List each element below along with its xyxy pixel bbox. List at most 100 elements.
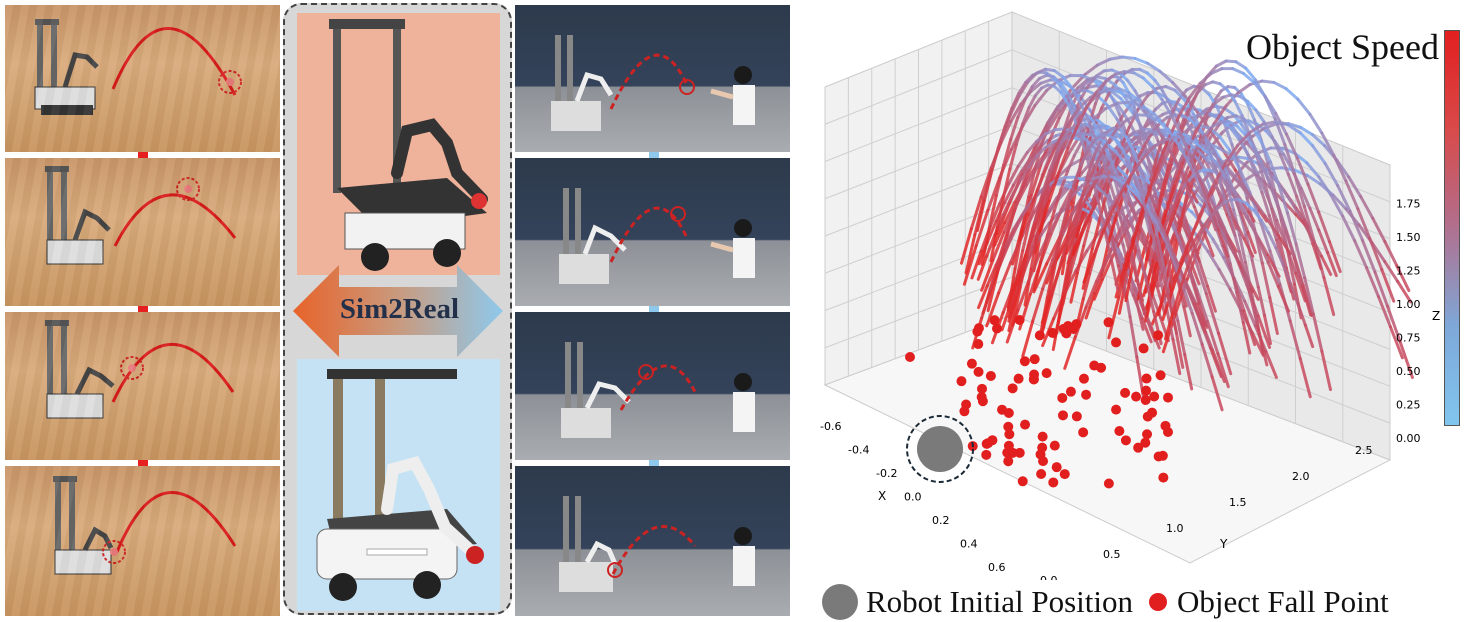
- trajectory-segment: [1082, 165, 1097, 195]
- fall-point: [905, 352, 915, 362]
- trajectory-segment: [962, 244, 978, 286]
- trajectory-segment: [1214, 59, 1228, 68]
- trajectory-segment: [1202, 124, 1214, 138]
- z-tick-label: 0.25: [1396, 399, 1421, 412]
- trajectory-segment: [1009, 115, 1020, 141]
- fall-point: [1089, 360, 1100, 371]
- trajectory-segment: [1086, 138, 1097, 152]
- trajectory-segment: [1051, 147, 1065, 174]
- trajectory-segment: [1225, 233, 1241, 265]
- trajectory-segment: [1003, 200, 1017, 225]
- trajectory-segment: [1157, 149, 1171, 172]
- trajectory-segment: [1198, 177, 1211, 206]
- trajectory-segment: [1034, 132, 1048, 144]
- trajectory-segment: [1286, 172, 1299, 198]
- trajectory-segment: [1205, 319, 1220, 356]
- trajectory-segment: [1026, 155, 1039, 170]
- plot-floor-pane: [823, 314, 1392, 564]
- trajectory-segment: [1371, 216, 1387, 243]
- trajectory-segment: [1274, 246, 1285, 267]
- trajectory-segment: [1182, 305, 1192, 338]
- trajectory-segment: [1160, 97, 1173, 117]
- trajectory-segment: [1146, 113, 1161, 123]
- trajectory-segment: [1113, 184, 1127, 208]
- fall-point: [1155, 370, 1166, 381]
- trajectory-segment: [1115, 165, 1131, 181]
- trajectory-segment: [1306, 182, 1321, 214]
- trajectory-segment: [1188, 153, 1202, 181]
- trajectory-segment: [1010, 179, 1022, 199]
- trajectory-segment: [1029, 164, 1043, 197]
- fall-point: [1140, 395, 1151, 406]
- fall-point: [1158, 472, 1169, 483]
- trajectory-segment: [1284, 229, 1296, 260]
- trajectory-segment: [1216, 331, 1233, 376]
- trajectory-segment: [1014, 122, 1025, 147]
- trajectory-segment: [1040, 168, 1052, 196]
- trajectory-segment: [1159, 223, 1174, 252]
- trajectory-segment: [1256, 237, 1270, 264]
- trajectory-segment: [1043, 140, 1055, 150]
- trajectory-segment: [1016, 98, 1027, 119]
- trajectory-segment: [1109, 232, 1120, 268]
- trajectory-segment: [1298, 131, 1315, 148]
- trajectory-segment: [1238, 94, 1250, 103]
- legend-robot-label: Robot Initial Position: [866, 584, 1133, 619]
- trajectory-segment: [1180, 282, 1194, 315]
- trajectory-segment: [1080, 210, 1093, 235]
- trajectory-segment: [1233, 219, 1246, 240]
- trajectory-segment: [1311, 133, 1327, 148]
- trajectory-segment: [1217, 146, 1234, 157]
- trajectory-segment: [1396, 279, 1413, 304]
- trajectory-segment: [1305, 173, 1322, 186]
- trajectory-segment: [1123, 167, 1137, 188]
- trajectory-segment: [1130, 146, 1141, 167]
- trajectory-segment: [1236, 130, 1252, 147]
- x-tick-label: 0.6: [988, 561, 1006, 574]
- trajectory-segment: [1336, 183, 1352, 213]
- trajectory-segment: [1072, 141, 1083, 158]
- trajectory-segment: [1244, 201, 1256, 212]
- trajectory-segment: [1006, 268, 1022, 309]
- trajectory-segment: [1113, 70, 1126, 76]
- trajectory-segment: [1086, 153, 1097, 176]
- trajectory-segment: [1127, 159, 1137, 180]
- trajectory-segment: [1092, 227, 1106, 257]
- trajectory-segment: [1020, 210, 1036, 238]
- trajectory-segment: [1127, 201, 1140, 224]
- fall-point: [997, 404, 1008, 415]
- trajectory-segment: [1178, 240, 1188, 263]
- trajectory-segment: [1213, 206, 1229, 237]
- trajectory-segment: [1032, 262, 1049, 294]
- trajectory-segment: [1341, 214, 1357, 243]
- trajectory-segment: [1207, 202, 1220, 232]
- trajectory-segment: [1204, 292, 1220, 335]
- trajectory-segment: [995, 195, 1006, 229]
- trajectory-segment: [1146, 61, 1162, 73]
- real-frame-3: [515, 312, 790, 460]
- trajectory-segment: [1149, 207, 1160, 239]
- y-tick-label: 0.5: [1103, 548, 1121, 561]
- trajectory-segment: [1132, 71, 1145, 80]
- trajectory-segment: [1197, 260, 1209, 288]
- trajectory-segment: [1009, 102, 1023, 123]
- trajectory-segment: [1228, 125, 1241, 141]
- trajectory-segment: [982, 165, 995, 201]
- sim-frame-3-drawing: [45, 320, 235, 419]
- z-tick-label: 0.75: [1396, 332, 1421, 345]
- trajectory-segment: [1167, 175, 1177, 201]
- trajectory-segment: [1061, 211, 1075, 237]
- trajectory-segment: [1007, 293, 1019, 333]
- trajectory-segment: [985, 233, 997, 258]
- trajectory-segment: [1294, 271, 1307, 303]
- fall-point: [1020, 419, 1031, 430]
- trajectory-segment: [1013, 183, 1028, 209]
- trajectory-segment: [1094, 69, 1106, 78]
- trajectory-segment: [979, 224, 992, 253]
- trajectory-segment: [1088, 149, 1099, 178]
- trajectory-segment: [1200, 217, 1212, 234]
- trajectory-segment: [1202, 170, 1213, 192]
- trajectory-segment: [1092, 269, 1105, 295]
- trajectory-segment: [1021, 319, 1035, 358]
- trajectory-segment: [1303, 217, 1315, 246]
